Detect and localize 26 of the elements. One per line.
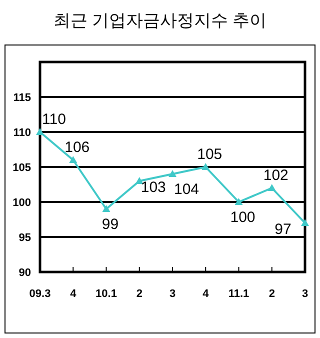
x-tick-label: 2 [268,288,275,300]
chart-title: 최근 기업자금사정지수 추이 [53,11,267,30]
y-tick-label: 100 [12,197,31,209]
data-label: 102 [263,167,288,184]
x-tick-label: 4 [70,288,78,300]
data-label: 97 [274,221,292,238]
data-label: 100 [230,209,256,226]
x-tick-label: 11.1 [228,288,250,300]
data-label: 110 [42,111,66,128]
x-tick-label: 2 [136,288,142,300]
data-label: 103 [140,179,166,196]
x-tick-label: 3 [169,288,176,300]
x-tick-label: 09.3 [29,288,51,300]
y-tick-label: 95 [18,232,31,244]
y-tick-label: 110 [13,127,31,139]
y-tick-label: 90 [18,267,31,279]
data-label: 106 [64,139,90,156]
x-tick-label: 3 [302,288,308,300]
x-tick-label: 10.1 [96,288,117,300]
data-label: 105 [197,146,222,163]
y-tick-label: 115 [13,92,31,104]
y-tick-label: 105 [12,162,31,174]
data-label: 104 [174,181,200,198]
x-tick-label: 4 [202,288,210,300]
plot: 90 95 100 105 110 115 09.3 4 10.1 2 3 4 11.1 2 3 110 106 99 103 104 105 100 102 97 [12,60,309,300]
data-label: 99 [102,216,119,233]
